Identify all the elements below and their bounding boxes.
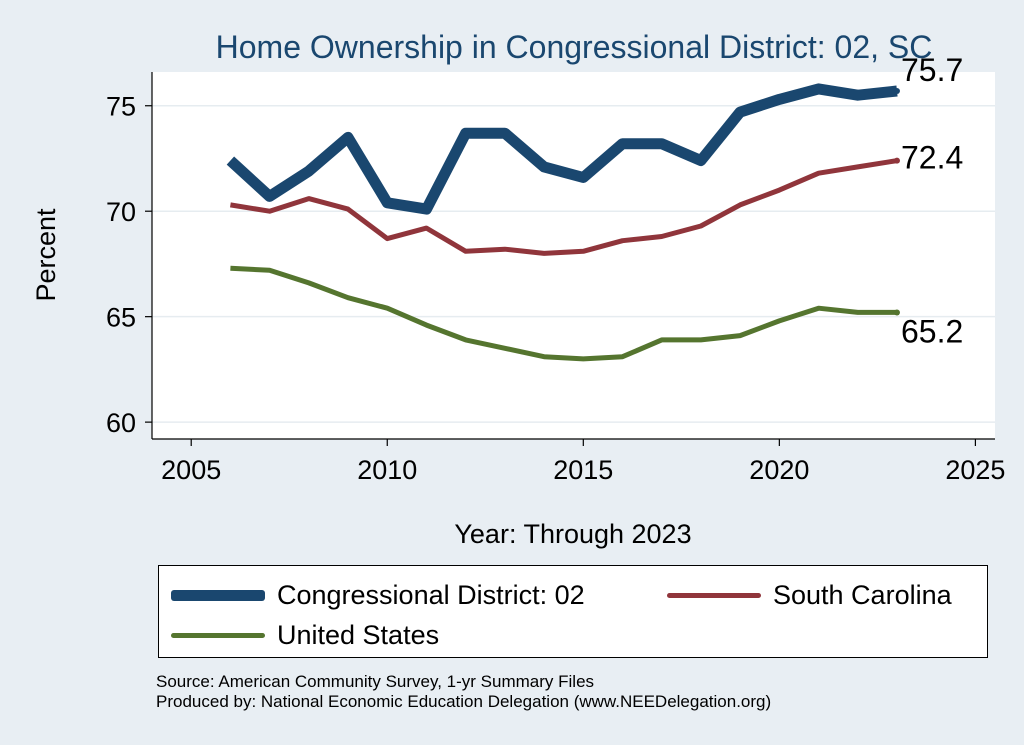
series-endpoint-district [893,87,900,94]
x-tick-label: 2005 [161,455,221,485]
end-label-district: 75.7 [901,52,963,88]
series-line-district [226,83,898,215]
y-tick-label: 70 [106,197,136,227]
series-endpoint-state [893,157,900,164]
plot-area [152,72,995,439]
y-tick-label: 75 [106,92,136,122]
x-tick-label: 2015 [553,455,613,485]
legend-item-state: South Carolina [667,580,952,611]
grid [152,104,995,423]
end-label-us: 65.2 [901,313,963,349]
chart-title: Home Ownership in Congressional District… [216,29,933,65]
ticks: 60 65 70 75 2005 2010 2015 2020 2025 [106,92,1005,485]
y-tick-label: 60 [106,408,136,438]
legend-label-state: South Carolina [773,580,952,610]
x-tick-label: 2010 [357,455,417,485]
series-line-state [230,158,898,256]
x-tick-label: 2025 [945,455,1005,485]
legend-item-us: United States [171,620,439,651]
legend-item-district: Congressional District: 02 [171,580,585,611]
producer-note: Produced by: National Economic Education… [156,692,772,711]
end-labels: 65.2 72.4 75.7 [901,52,963,349]
legend: Congressional District: 02 South Carolin… [158,565,988,658]
legend-label-us: United States [277,620,440,650]
end-label-state: 72.4 [901,140,963,176]
legend-swatch-district [171,590,265,601]
y-axis-label: Percent [31,208,61,302]
series-lines [226,83,900,362]
series-line-us [230,265,897,362]
source-note: Source: American Community Survey, 1-yr … [156,672,595,691]
x-tick-label: 2020 [749,455,809,485]
y-tick-label: 65 [106,303,136,333]
legend-swatch-us [171,633,265,638]
series-endpoint-us [893,309,900,316]
legend-swatch-state [667,593,761,598]
chart-canvas: 60 65 70 75 2005 2010 2015 2020 2025 65.2 72.4 75.… [31,29,1005,549]
legend-label-district: Congressional District: 02 [277,580,585,610]
x-axis-label: Year: Through 2023 [454,519,691,549]
